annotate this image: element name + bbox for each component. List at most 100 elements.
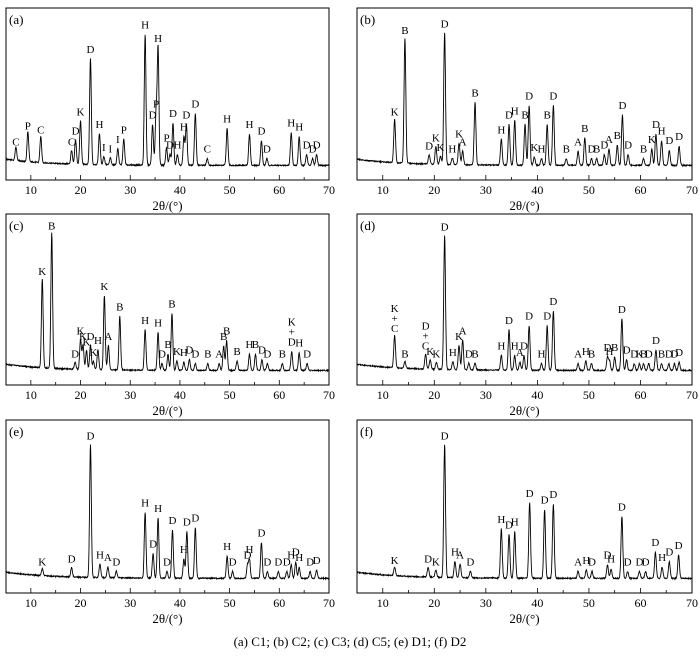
peak-label: D <box>263 349 271 361</box>
peak-label: C <box>12 137 19 149</box>
peak-label: D <box>665 349 673 361</box>
peak-label: B <box>581 123 588 135</box>
peak-label: H <box>448 143 456 155</box>
peak-label: D <box>465 349 473 361</box>
peak-label: D <box>541 495 549 507</box>
peak-label: H <box>606 346 614 358</box>
x-tick-label: 40 <box>174 388 186 402</box>
peak-label: A <box>104 331 112 343</box>
peak-label: D <box>292 547 300 559</box>
peak-label: B <box>658 349 665 361</box>
peak-label: H <box>154 317 162 329</box>
peak-label: H <box>295 122 303 134</box>
peak-label: D <box>618 304 626 316</box>
peak-label: D <box>600 139 608 151</box>
x-axis-title: 2θ/(°) <box>152 198 182 213</box>
peak-label: C <box>68 137 75 149</box>
x-tick-label: 70 <box>686 596 698 610</box>
peak-label: D <box>263 143 271 155</box>
peak-label: D <box>635 556 643 568</box>
plot-frame <box>356 213 693 386</box>
peak-label: D <box>258 344 266 356</box>
peak-label: H <box>246 119 254 131</box>
peak-label: A <box>574 556 582 568</box>
peak-label: B <box>544 109 551 121</box>
panel-label: (a) <box>9 12 23 27</box>
x-tick-label: 60 <box>273 388 285 402</box>
x-tick-label: 60 <box>273 183 285 197</box>
panel-label: (e) <box>9 424 23 439</box>
peak-label: H <box>96 549 104 561</box>
peak-label: K <box>173 346 181 358</box>
peak-label: D <box>257 528 265 540</box>
peak-label: D <box>675 540 683 552</box>
x-tick-label: 50 <box>583 183 595 197</box>
peak-label: D <box>313 555 321 567</box>
peak-label: A <box>516 347 524 359</box>
peak-label: A <box>215 349 223 361</box>
x-tick-label: 50 <box>583 596 595 610</box>
peak-label: B <box>401 349 408 361</box>
peak-label: C <box>204 143 211 155</box>
peak-label: D <box>623 344 631 356</box>
peak-label: B <box>220 331 227 343</box>
peak-label: K <box>648 134 656 146</box>
peak-label: K <box>38 556 46 568</box>
peak-label: D <box>191 349 199 361</box>
peak-label: D <box>274 556 282 568</box>
x-tick-label: 20 <box>75 388 87 402</box>
peak-label: D <box>549 90 557 102</box>
peak-label: H <box>180 122 188 134</box>
x-tick-label: 10 <box>25 596 37 610</box>
peak-label: K <box>455 331 463 343</box>
peak-label: D <box>87 331 95 343</box>
peak-label: B <box>48 220 55 232</box>
x-tick-label: 10 <box>25 183 37 197</box>
peak-label: H <box>180 347 188 359</box>
x-tick-label: 30 <box>480 596 492 610</box>
peak-label: P <box>25 120 31 132</box>
x-axis-title: 2θ/(°) <box>509 611 539 626</box>
peak-label: K <box>79 331 87 343</box>
peak-label: A <box>456 549 464 561</box>
peak-label: B <box>640 349 647 361</box>
peak-label: A <box>459 326 467 338</box>
x-tick-label: 60 <box>634 596 646 610</box>
peak-label: A <box>574 349 582 361</box>
peak-label: D <box>185 344 193 356</box>
peak-label: D <box>313 139 321 151</box>
peak-label: H <box>451 547 459 559</box>
x-tick-label: 40 <box>531 388 543 402</box>
diffraction-trace <box>356 235 693 373</box>
peak-label: D <box>87 44 95 56</box>
peak-label: D <box>671 349 679 361</box>
x-tick-label: 30 <box>480 388 492 402</box>
peak-label: D <box>549 489 557 501</box>
peak-label: H <box>95 119 103 131</box>
panel-label: (f) <box>360 424 373 439</box>
peak-label: B <box>563 143 570 155</box>
peak-label: D <box>72 126 80 138</box>
peak-label: D <box>229 556 237 568</box>
peak-label: H <box>154 33 162 45</box>
x-tick-label: 70 <box>686 183 698 197</box>
peak-label: D <box>303 139 311 151</box>
peak-label: H <box>582 555 590 567</box>
peak-label: D <box>652 119 660 131</box>
peak-label: H <box>449 347 457 359</box>
peak-label: D <box>651 537 659 549</box>
x-tick-label: 20 <box>428 388 440 402</box>
peak-label: D <box>309 143 317 155</box>
peak-label: H <box>538 143 546 155</box>
peak-label: B <box>401 25 408 37</box>
peak-label: H <box>295 338 303 350</box>
peak-label: D + C <box>422 320 430 352</box>
peak-label: I <box>109 143 113 155</box>
x-tick-label: 10 <box>377 183 389 197</box>
peak-label: K <box>432 556 440 568</box>
x-tick-label: 20 <box>428 183 440 197</box>
peak-label: D <box>149 538 157 550</box>
x-tick-label: 70 <box>323 388 335 402</box>
